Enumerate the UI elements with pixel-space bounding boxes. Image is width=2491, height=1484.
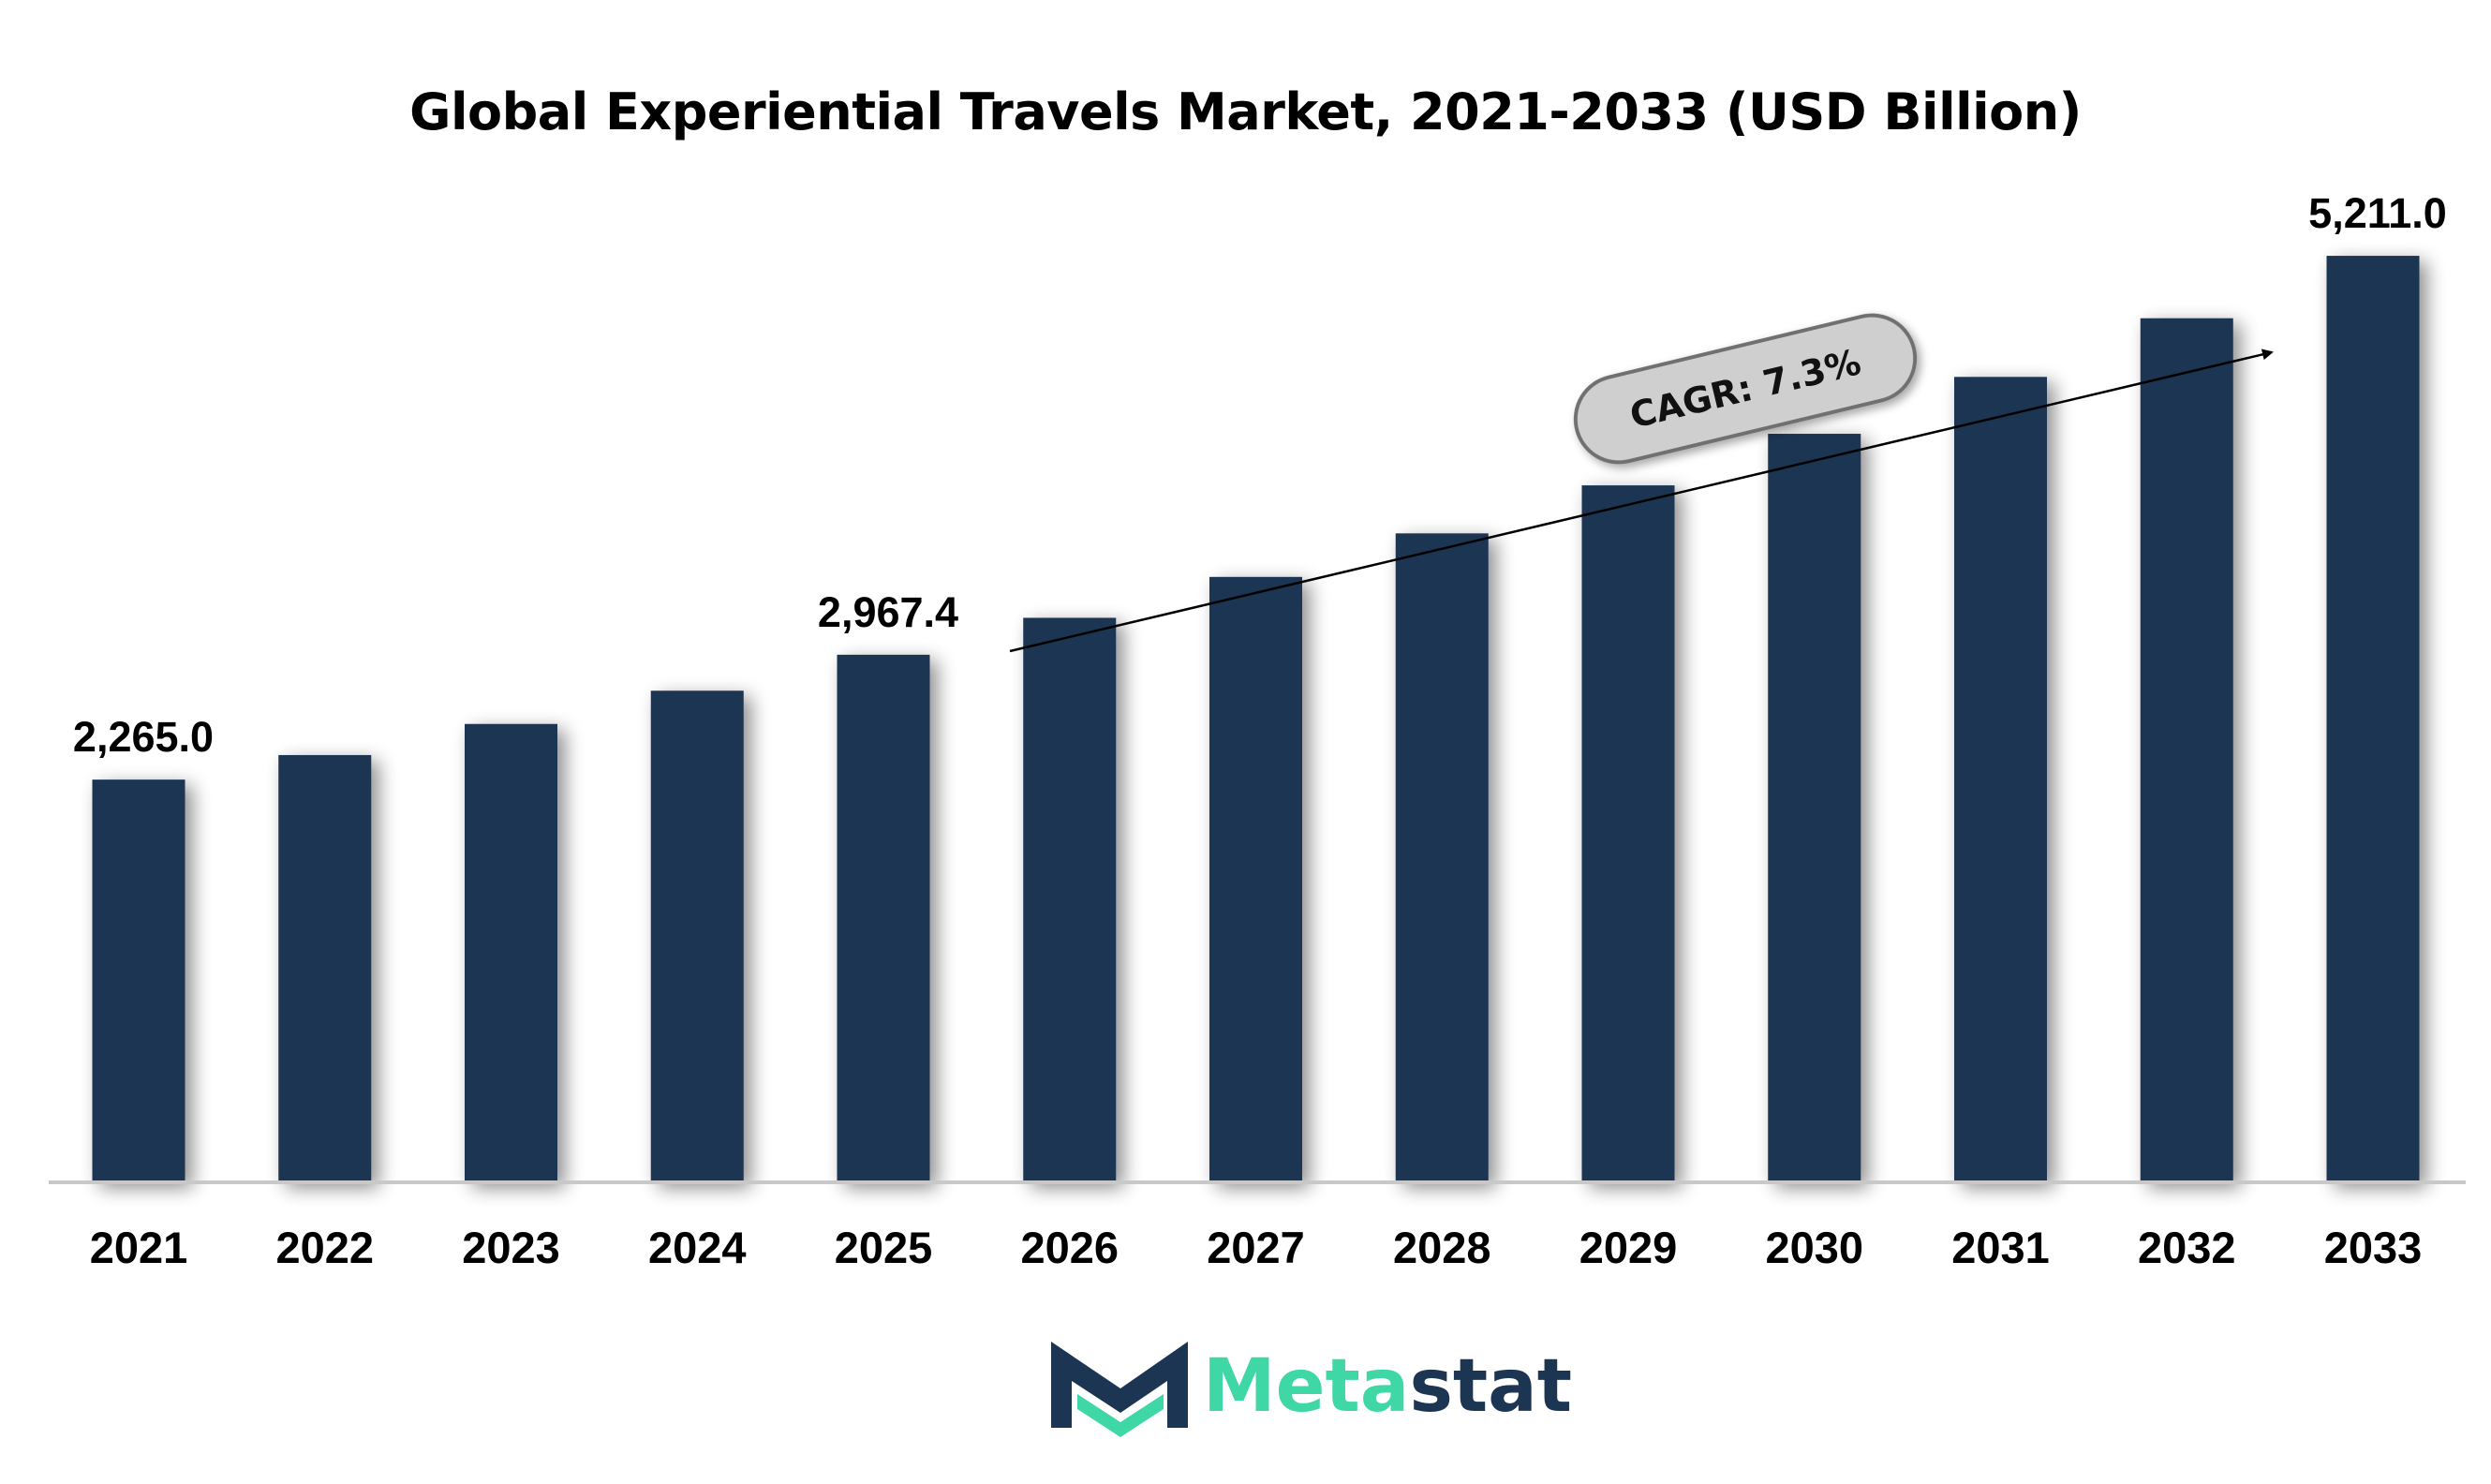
x-tick-label-2024: 2024 [648, 1223, 747, 1272]
x-tick-label-2033: 2033 [2324, 1223, 2423, 1272]
bar-2033 [2326, 256, 2420, 1182]
x-tick-label-2022: 2022 [275, 1223, 374, 1272]
x-tick-label-2021: 2021 [90, 1223, 188, 1272]
chart-title: Global Experiential Travels Market, 2021… [409, 82, 2082, 141]
x-tick-label-2032: 2032 [2138, 1223, 2236, 1272]
bar-2032 [2140, 318, 2233, 1182]
x-tick-label-2025: 2025 [835, 1223, 933, 1272]
bar-2031 [1954, 377, 2047, 1182]
metastat-logo-accent [1077, 1394, 1164, 1437]
data-labels: 2,265.0 2,967.4 5,211.0 [73, 189, 2447, 761]
metastat-logo-icon [1051, 1342, 1188, 1428]
data-label-2033: 5,211.0 [2308, 189, 2447, 237]
data-label-2025: 2,967.4 [818, 588, 958, 636]
bar-2027 [1209, 576, 1302, 1182]
bar-2029 [1581, 485, 1675, 1182]
metastat-wordmark: Metastat [1203, 1344, 1572, 1429]
bar-2023 [465, 723, 557, 1182]
x-tick-label-2026: 2026 [1020, 1223, 1119, 1272]
cagr-arrow [1009, 349, 2274, 653]
x-tick-labels: 2021 2022 2023 2024 2025 2026 2027 2028 2029 2030… [90, 1223, 2423, 1272]
metastat-logo: Metastat [1051, 1342, 1572, 1437]
x-tick-label-2027: 2027 [1207, 1223, 1305, 1272]
x-tick-label-2029: 2029 [1579, 1223, 1678, 1272]
x-tick-label-2028: 2028 [1393, 1223, 1491, 1272]
x-tick-label-2023: 2023 [462, 1223, 560, 1272]
bar-2028 [1395, 533, 1489, 1182]
bar-2024 [650, 690, 744, 1182]
bar-2030 [1768, 434, 1861, 1182]
bar-2021 [92, 779, 185, 1182]
x-tick-label-2030: 2030 [1765, 1223, 1863, 1272]
data-label-2021: 2,265.0 [73, 713, 214, 761]
x-tick-label-2031: 2031 [1951, 1223, 2050, 1272]
bar-2025 [837, 654, 930, 1182]
bars-group [92, 256, 2420, 1182]
bar-2026 [1023, 617, 1117, 1182]
bar-2022 [278, 754, 372, 1182]
